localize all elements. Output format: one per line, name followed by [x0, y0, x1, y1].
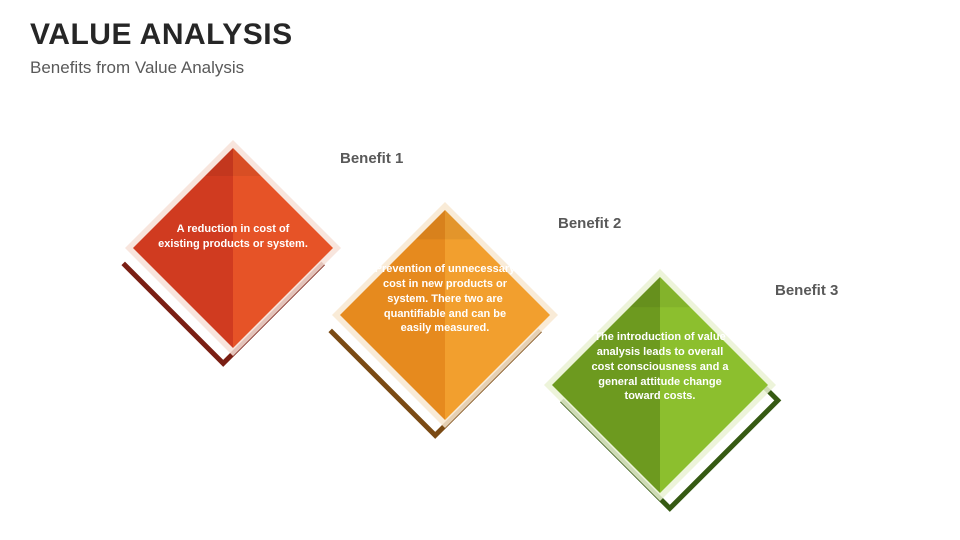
benefit-label-3: Benefit 3 [775, 282, 838, 299]
benefit-label-2: Benefit 2 [558, 215, 621, 232]
page-title: VALUE ANALYSIS [30, 18, 293, 52]
page-subtitle: Benefits from Value Analysis [30, 58, 244, 78]
benefit-text-3: The introduction of value analysis leads… [585, 330, 735, 404]
benefit-text-2: Prevention of unnecessary cost in new pr… [370, 262, 520, 336]
benefit-text-1: A reduction in cost of existing products… [158, 222, 308, 252]
benefit-label-1: Benefit 1 [340, 150, 403, 167]
benefit-diamond-1 [123, 140, 341, 363]
